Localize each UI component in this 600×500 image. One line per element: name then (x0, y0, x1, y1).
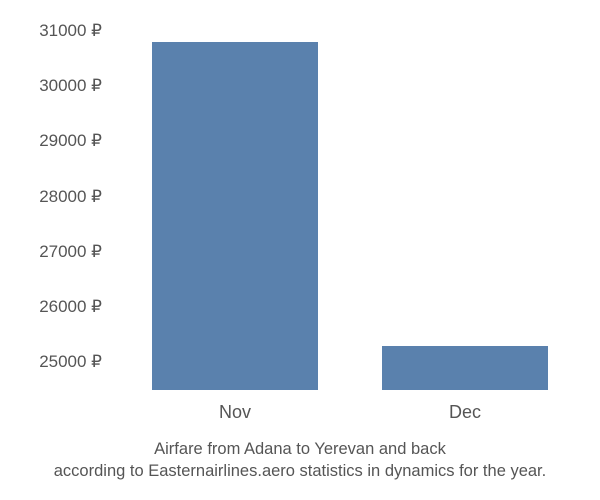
caption-line-1: Airfare from Adana to Yerevan and back (154, 440, 446, 458)
caption-line-2: according to Easternairlines.aero statis… (54, 462, 546, 480)
y-tick-label: 28000 ₽ (0, 187, 102, 207)
x-tick-label: Nov (219, 402, 251, 423)
y-tick-label: 27000 ₽ (0, 242, 102, 262)
bar (152, 42, 318, 390)
y-tick-label: 25000 ₽ (0, 352, 102, 372)
y-tick-label: 30000 ₽ (0, 76, 102, 96)
y-tick-label: 31000 ₽ (0, 21, 102, 41)
x-tick-label: Dec (449, 402, 481, 423)
airfare-bar-chart: 25000 ₽ 26000 ₽ 27000 ₽ 28000 ₽ 29000 ₽ 30000… (0, 0, 600, 500)
plot-area (120, 20, 580, 391)
chart-caption: Airfare from Adana to Yerevan and back a… (0, 438, 600, 483)
y-tick-label: 29000 ₽ (0, 131, 102, 151)
y-tick-label: 26000 ₽ (0, 297, 102, 317)
bar (382, 346, 548, 390)
